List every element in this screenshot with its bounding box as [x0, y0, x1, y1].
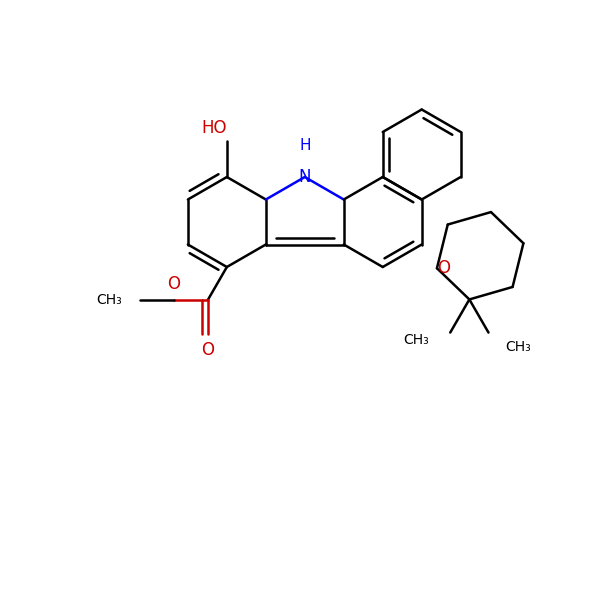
Text: CH₃: CH₃	[97, 293, 122, 307]
Text: CH₃: CH₃	[403, 333, 429, 347]
Text: O: O	[201, 341, 214, 359]
Text: H: H	[299, 138, 311, 153]
Text: HO: HO	[202, 119, 227, 137]
Text: O: O	[167, 275, 181, 293]
Text: O: O	[437, 259, 450, 277]
Text: CH₃: CH₃	[506, 340, 532, 354]
Text: N: N	[299, 168, 311, 186]
